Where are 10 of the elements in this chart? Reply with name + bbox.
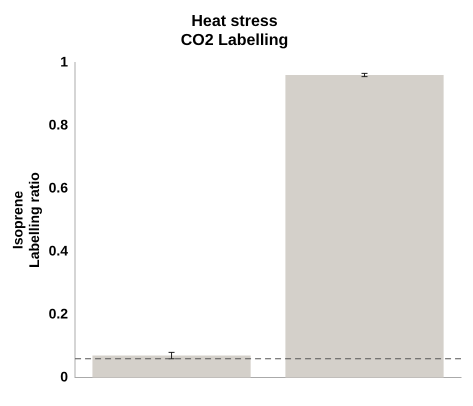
y-tick-label: 0.4	[48, 242, 68, 258]
y-tick-label: 0.8	[48, 116, 68, 132]
text: Labelling ratio	[26, 172, 42, 268]
y-tick-label: 0.6	[48, 179, 68, 196]
text: CO2 Labelling	[180, 32, 288, 50]
y-tick-label: 0	[60, 368, 68, 384]
text: Heat stress	[191, 13, 278, 30]
y-tick-label: 0.2	[48, 305, 68, 322]
y-tick-label: 1	[60, 53, 68, 70]
text: Isoprene	[9, 190, 26, 250]
